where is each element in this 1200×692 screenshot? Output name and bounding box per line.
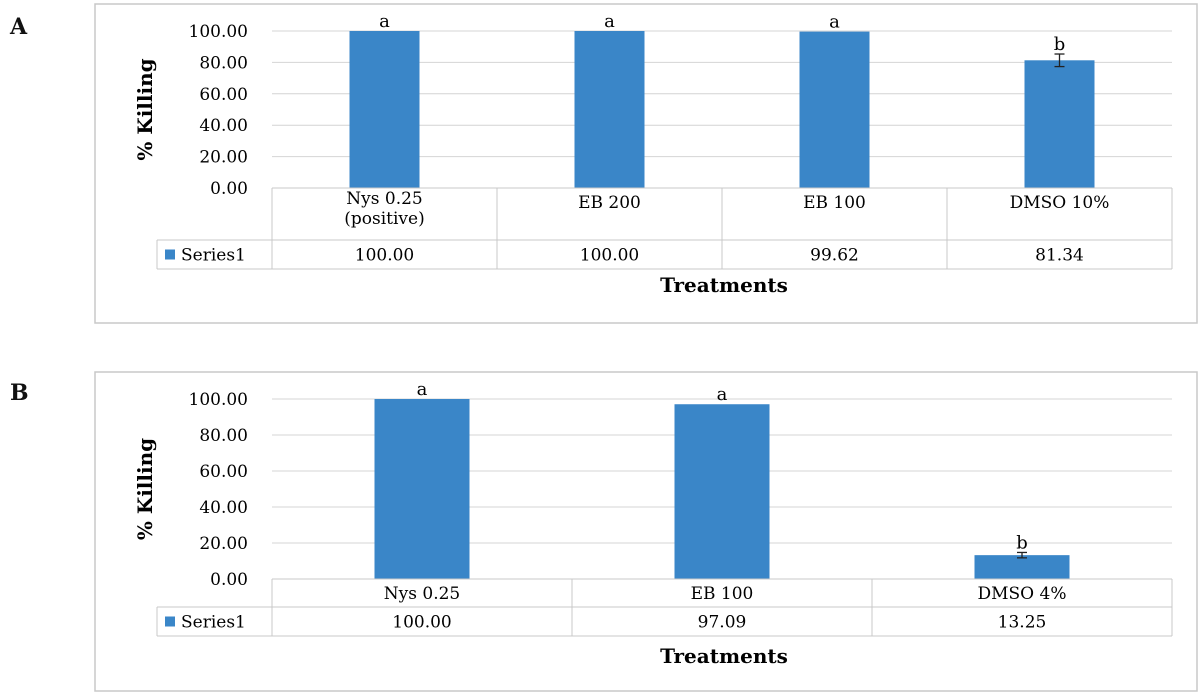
y-tick-label: 40.00 xyxy=(199,498,248,518)
bar xyxy=(1024,60,1095,188)
y-axis-label: % Killing xyxy=(133,438,157,540)
y-tick-label: 20.00 xyxy=(199,148,248,168)
category-label: DMSO 4% xyxy=(978,584,1067,604)
category-label: (positive) xyxy=(344,209,424,229)
significance-letter: b xyxy=(1054,34,1066,55)
panel-a-label: A xyxy=(10,14,28,40)
chart-border xyxy=(94,371,1198,692)
x-axis-label: Treatments xyxy=(660,644,788,668)
significance-letter: a xyxy=(717,384,728,405)
category-label: DMSO 10% xyxy=(1010,193,1110,213)
category-label: Nys 0.25 xyxy=(346,189,422,209)
y-tick-label: 60.00 xyxy=(199,85,248,105)
chart-border xyxy=(94,3,1198,324)
table-value: 100.00 xyxy=(355,246,414,266)
y-tick-label: 80.00 xyxy=(199,53,248,73)
chart-panel-a: 0.00 20.00 40.00 60.00 80.00 100.00 % Killing a… xyxy=(94,3,1198,324)
y-tick-label: 100.00 xyxy=(189,22,248,42)
table-value: 81.34 xyxy=(1035,246,1084,266)
table-value: 100.00 xyxy=(392,613,451,633)
y-tick-label: 60.00 xyxy=(199,462,248,482)
category-label: EB 200 xyxy=(578,193,641,213)
bar xyxy=(974,555,1070,579)
y-tick-label: 100.00 xyxy=(189,390,248,410)
table-value: 13.25 xyxy=(998,613,1047,633)
legend-series-name: Series1 xyxy=(181,613,246,633)
bar xyxy=(574,31,645,188)
y-tick-label: 0.00 xyxy=(210,570,248,590)
legend-key xyxy=(165,616,175,627)
category-label: EB 100 xyxy=(803,193,866,213)
x-axis-label: Treatments xyxy=(660,273,788,297)
significance-letter: a xyxy=(829,12,840,33)
category-label: Nys 0.25 xyxy=(384,584,460,604)
bar xyxy=(799,31,870,188)
significance-letter: a xyxy=(604,11,615,32)
y-tick-label: 20.00 xyxy=(199,534,248,554)
y-axis-label: % Killing xyxy=(133,58,157,160)
y-tick-label: 80.00 xyxy=(199,426,248,446)
chart-panel-b: 0.00 20.00 40.00 60.00 80.00 100.00 % Killing a… xyxy=(94,371,1198,692)
significance-letter: a xyxy=(379,11,390,32)
bar xyxy=(374,399,470,579)
panel-b-label: B xyxy=(10,380,29,406)
category-label: EB 100 xyxy=(691,584,754,604)
table-value: 97.09 xyxy=(698,613,747,633)
significance-letter: a xyxy=(417,379,428,400)
table-value: 99.62 xyxy=(810,246,859,266)
bar xyxy=(349,31,420,188)
y-tick-label: 0.00 xyxy=(210,179,248,199)
bar xyxy=(674,404,770,579)
table-value: 100.00 xyxy=(580,246,639,266)
legend-key xyxy=(165,249,175,260)
legend-series-name: Series1 xyxy=(181,246,246,266)
y-tick-label: 40.00 xyxy=(199,116,248,136)
significance-letter: b xyxy=(1016,532,1028,553)
